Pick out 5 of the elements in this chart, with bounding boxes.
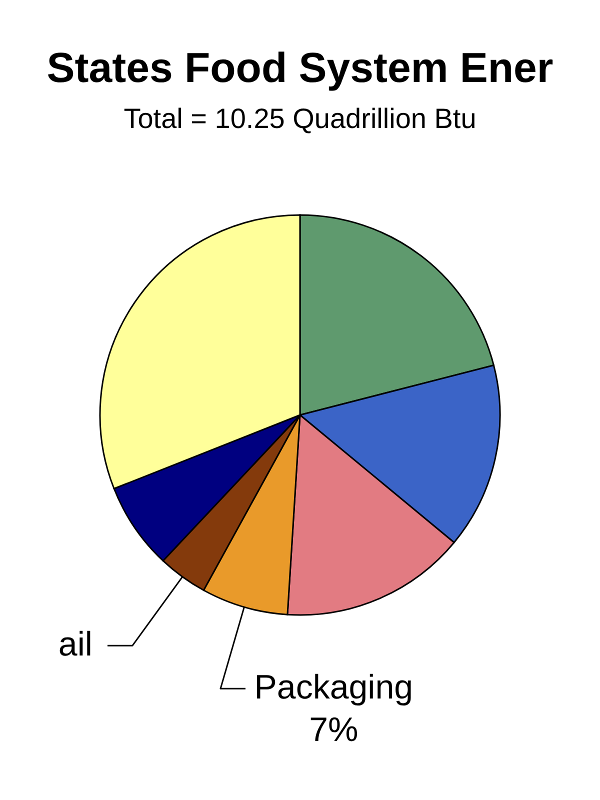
chart-subtitle: Total = 10.25 Quadrillion Btu [124, 103, 476, 134]
data-label: 7% [309, 711, 358, 750]
slice-label: Packaging [254, 668, 414, 707]
slice-label: ail [58, 626, 92, 664]
chart-title: States Food System Ener [46, 44, 554, 91]
